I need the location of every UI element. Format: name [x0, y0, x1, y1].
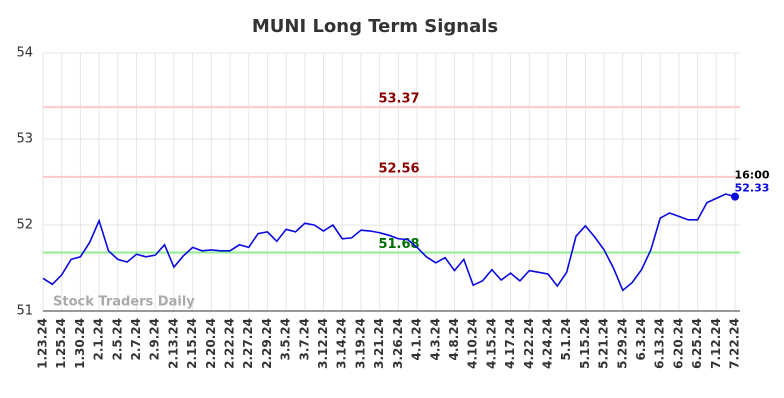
x-tick-label: 3.19.24	[353, 318, 367, 369]
x-tick-label: 5.15.24	[578, 318, 592, 369]
x-tick-label: 2.1.24	[92, 318, 106, 361]
x-tick-label: 6.20.24	[671, 318, 685, 369]
x-tick-label: 4.10.24	[466, 318, 480, 369]
x-tick-label: 5.21.24	[597, 318, 611, 369]
x-tick-label: 7.12.24	[709, 318, 723, 369]
x-tick-label: 3.21.24	[372, 318, 386, 369]
signal-label: 52.56	[378, 161, 419, 176]
y-tick-label: 51	[16, 304, 33, 319]
x-tick-label: 2.7.24	[129, 318, 143, 361]
price-line	[42, 193, 736, 292]
x-tick-label: 4.24.24	[540, 318, 554, 369]
x-tick-label: 4.15.24	[484, 318, 498, 369]
x-tick-label: 4.8.24	[447, 318, 461, 361]
x-tick-label: 1.25.24	[54, 318, 68, 369]
x-tick-label: 3.26.24	[391, 318, 405, 369]
chart-title: MUNI Long Term Signals	[252, 16, 498, 37]
x-tick-label: 4.1.24	[410, 318, 424, 361]
x-tick-label: 3.12.24	[316, 318, 330, 369]
y-tick-label: 52	[16, 218, 33, 233]
x-tick-label: 4.3.24	[428, 318, 442, 361]
watermark: Stock Traders Daily	[53, 295, 195, 310]
x-tick-label: 2.9.24	[148, 318, 162, 361]
x-tick-label: 5.1.24	[559, 318, 573, 361]
x-tick-label: 5.29.24	[615, 318, 629, 369]
x-tick-label: 2.5.24	[110, 318, 124, 361]
x-tick-label: 2.20.24	[204, 318, 218, 369]
x-tick-label: 2.13.24	[166, 318, 180, 369]
x-tick-label: 3.5.24	[279, 318, 293, 361]
x-tick-label: 1.30.24	[73, 318, 87, 369]
x-tick-label: 6.25.24	[690, 318, 704, 369]
y-tick-label: 53	[16, 132, 33, 147]
x-tick-label: 4.17.24	[503, 318, 517, 369]
x-tick-label: 7.22.24	[728, 318, 742, 369]
x-tick-label: 2.27.24	[241, 318, 255, 369]
x-tick-label: 3.14.24	[335, 318, 349, 369]
signal-label: 53.37	[378, 92, 419, 107]
x-tick-label: 4.22.24	[522, 318, 536, 369]
last-time: 16:00	[734, 169, 769, 182]
x-tick-label: 2.22.24	[223, 318, 237, 369]
x-tick-label: 6.3.24	[634, 318, 648, 361]
y-tick-label: 54	[16, 46, 33, 61]
last-value: 52.33	[735, 182, 770, 195]
x-tick-label: 3.7.24	[297, 318, 311, 361]
last-point	[731, 192, 739, 201]
x-tick-label: 1.23.24	[36, 318, 50, 369]
x-tick-label: 6.13.24	[653, 318, 667, 369]
x-tick-label: 2.15.24	[185, 318, 199, 369]
x-tick-label: 2.29.24	[260, 318, 274, 369]
